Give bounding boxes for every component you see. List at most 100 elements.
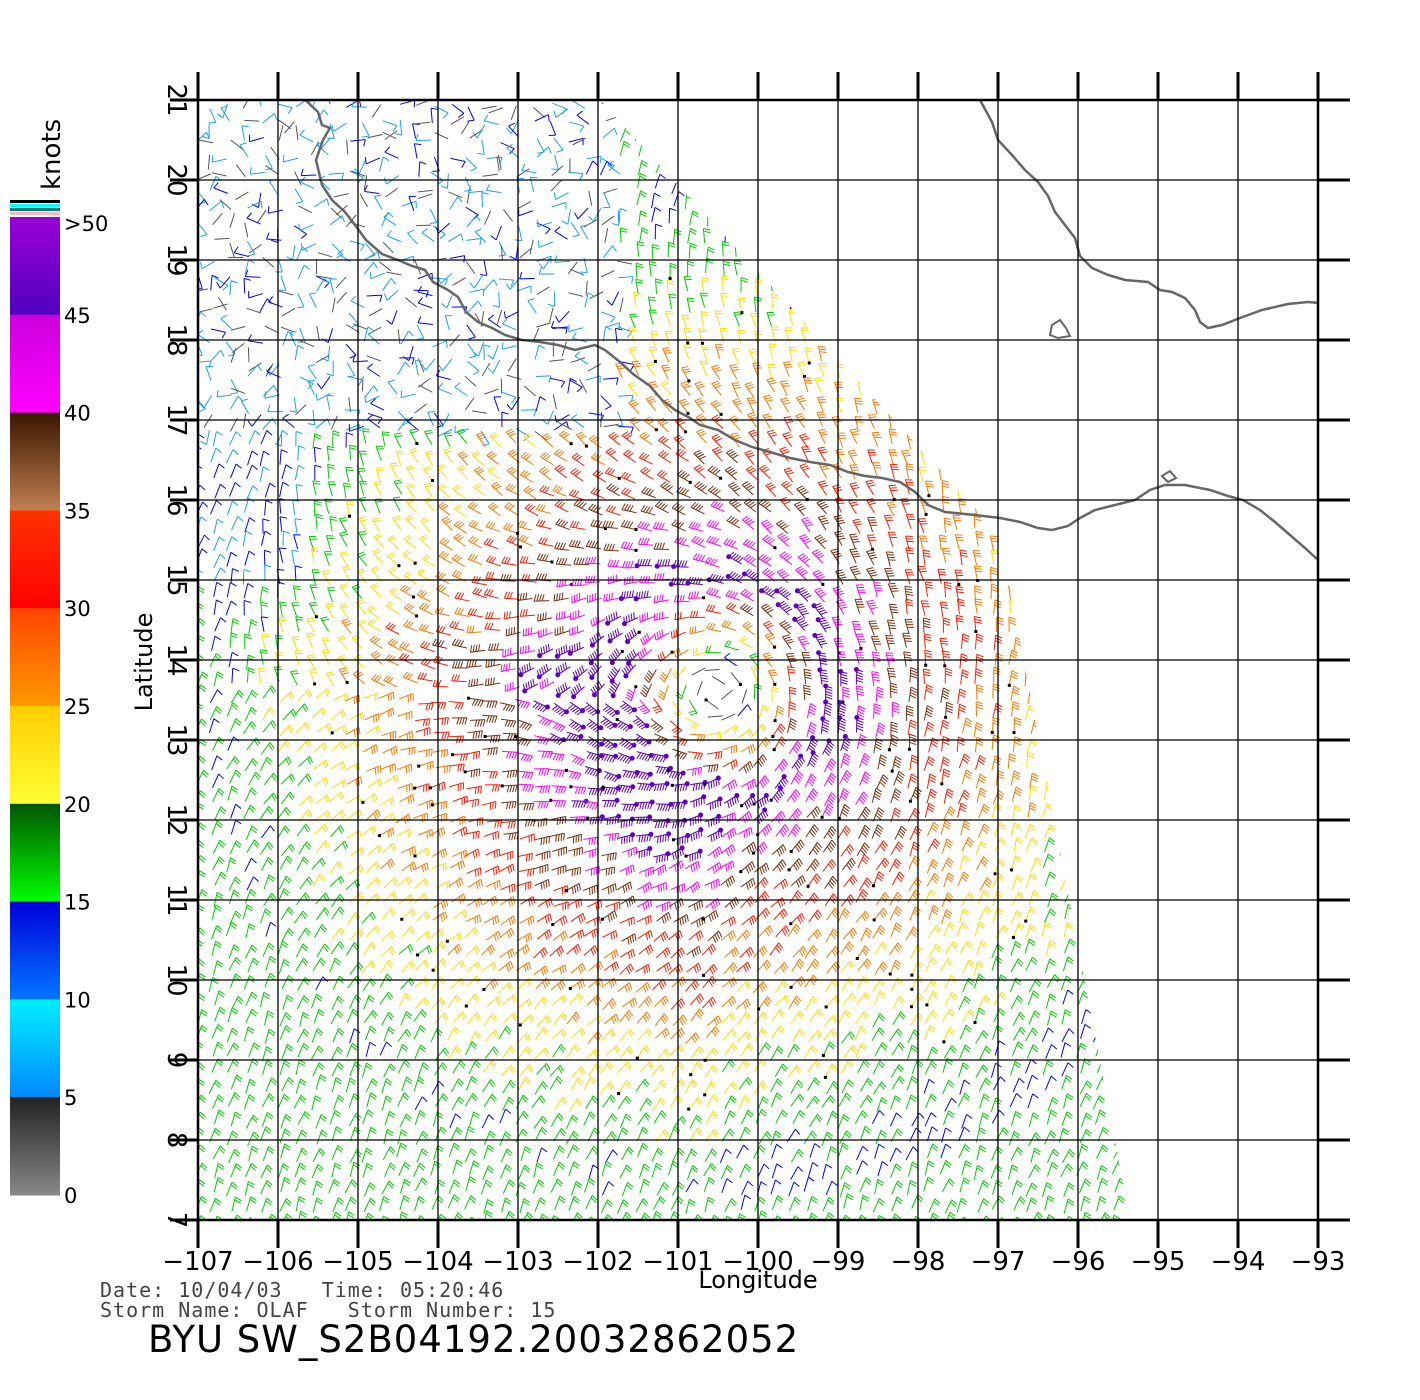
wind-barb bbox=[1013, 190, 1024, 206]
rain-flag bbox=[1044, 718, 1048, 722]
wind-barb bbox=[231, 1196, 242, 1212]
wind-barb bbox=[1097, 788, 1109, 804]
wind-barb bbox=[699, 360, 709, 376]
wind-barb bbox=[1059, 790, 1071, 808]
wind-barb bbox=[774, 123, 786, 139]
wind-barb bbox=[773, 1233, 783, 1247]
wind-barb bbox=[537, 219, 553, 228]
wind-barb bbox=[650, 718, 664, 733]
wind-barb bbox=[889, 463, 899, 479]
wind-barb bbox=[619, 963, 634, 975]
wind-barb bbox=[904, 399, 913, 416]
wind-barb bbox=[1062, 685, 1074, 701]
wind-barb bbox=[806, 703, 817, 719]
wind-barb bbox=[871, 1110, 885, 1124]
wind-barb bbox=[621, 933, 637, 945]
wind-barb bbox=[1012, 242, 1026, 257]
wind-barb bbox=[823, 292, 831, 309]
wind-barb bbox=[601, 1181, 615, 1196]
wind-barb bbox=[1013, 226, 1024, 242]
wind-barb bbox=[312, 873, 326, 887]
wind-barb bbox=[722, 1215, 733, 1220]
wind-barb bbox=[534, 785, 551, 794]
wind-barb bbox=[841, 1079, 854, 1094]
wind-barb bbox=[958, 908, 970, 924]
wind-barb bbox=[975, 396, 983, 413]
longitude-tick-label: −105 bbox=[322, 1247, 393, 1277]
wind-barb bbox=[214, 483, 227, 499]
wind-barb bbox=[213, 463, 225, 479]
wind-barb bbox=[467, 343, 477, 359]
wind-barb bbox=[835, 569, 847, 585]
wind-barb bbox=[804, 207, 814, 223]
wind-barb bbox=[464, 830, 480, 840]
rain-flag bbox=[841, 700, 845, 704]
wind-barb bbox=[814, 587, 827, 603]
wind-barb bbox=[220, 105, 230, 121]
wind-barb bbox=[989, 535, 999, 551]
wind-barb bbox=[974, 668, 983, 684]
wind-barb bbox=[553, 1012, 568, 1026]
wind-barb bbox=[260, 601, 268, 618]
wind-barb bbox=[244, 550, 256, 566]
latitude-tick-label: 12 bbox=[161, 803, 191, 836]
wind-barb bbox=[1129, 330, 1130, 346]
wind-barb bbox=[413, 1076, 425, 1092]
wind-barb bbox=[772, 159, 783, 175]
wind-barb bbox=[211, 820, 223, 836]
wind-barb bbox=[871, 824, 884, 839]
wind-barb bbox=[373, 533, 385, 549]
wind-barb bbox=[722, 759, 738, 770]
wind-barb bbox=[740, 877, 756, 890]
wind-barb bbox=[297, 689, 313, 701]
wind-barb bbox=[1025, 872, 1037, 888]
wind-barb bbox=[430, 800, 448, 810]
wind-barb bbox=[639, 431, 653, 445]
wind-barb bbox=[307, 364, 317, 380]
wind-barb bbox=[346, 795, 362, 805]
wind-barb bbox=[345, 762, 361, 772]
wind-barb bbox=[466, 215, 481, 228]
wind-barb bbox=[264, 1028, 276, 1044]
wind-barb bbox=[1063, 159, 1076, 174]
wind-barb bbox=[790, 1093, 805, 1107]
longitude-tick-label: −97 bbox=[971, 1247, 1026, 1277]
wind-barb bbox=[290, 670, 299, 686]
wind-barb bbox=[464, 993, 480, 1008]
wind-barb bbox=[375, 445, 385, 461]
wind-barb bbox=[1061, 482, 1072, 498]
wind-barb bbox=[754, 862, 770, 875]
wind-barb bbox=[503, 591, 520, 600]
wind-barb bbox=[960, 669, 969, 685]
wind-barb bbox=[1013, 1026, 1026, 1041]
wind-barb bbox=[788, 1196, 801, 1212]
wind-barb bbox=[416, 1148, 429, 1163]
wind-barb bbox=[1114, 993, 1126, 1009]
wind-barb bbox=[758, 925, 774, 937]
wind-barb bbox=[364, 1230, 375, 1244]
wind-barb bbox=[757, 108, 770, 124]
wind-barb bbox=[1011, 786, 1023, 802]
wind-barb bbox=[262, 257, 275, 268]
rain-flag bbox=[924, 512, 928, 516]
wind-barb bbox=[651, 864, 667, 876]
wind-barb bbox=[1093, 156, 1104, 172]
wind-barb bbox=[888, 348, 896, 364]
wind-barb bbox=[854, 397, 863, 413]
wind-barb bbox=[689, 1114, 703, 1129]
wind-barb bbox=[700, 311, 709, 327]
longitude-tick-label: −99 bbox=[811, 1247, 866, 1277]
wind-barb bbox=[385, 601, 400, 615]
wind-barb bbox=[244, 706, 257, 722]
wind-barb bbox=[185, 230, 194, 242]
wind-barb bbox=[737, 827, 753, 839]
wind-barb bbox=[835, 346, 844, 362]
wind-barb bbox=[707, 750, 723, 760]
wind-barb bbox=[656, 911, 672, 924]
wind-barb bbox=[174, 137, 181, 152]
wind-barb bbox=[502, 1096, 515, 1111]
wind-barb bbox=[855, 910, 870, 923]
wind-barb bbox=[1113, 824, 1125, 840]
wind-barb bbox=[383, 289, 399, 301]
wind-barb bbox=[941, 160, 952, 176]
